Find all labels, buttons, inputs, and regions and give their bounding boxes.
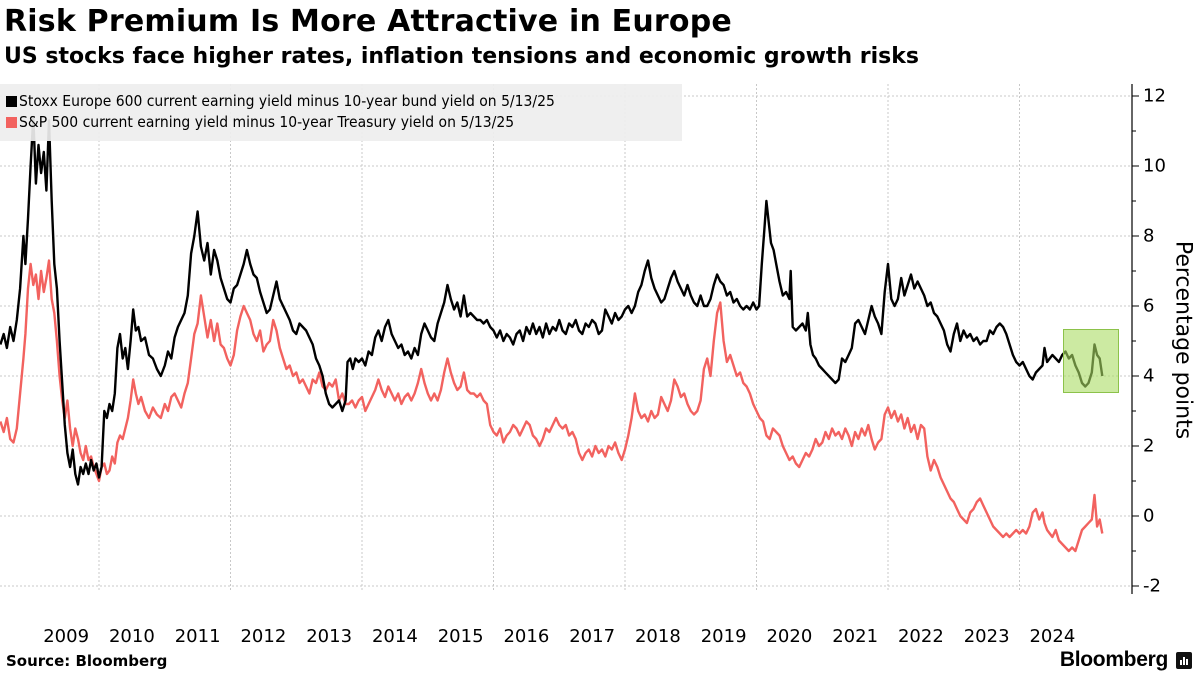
x-tick-label: 2011 — [174, 626, 221, 647]
source-note: Source: Bloomberg — [6, 652, 168, 670]
x-tick-label: 2015 — [437, 626, 484, 647]
legend-label-stoxx: Stoxx Europe 600 current earning yield m… — [19, 92, 555, 110]
y-tick-label: 10 — [1143, 155, 1166, 177]
x-tick-label: 2022 — [897, 626, 944, 647]
series-line-stoxx — [0, 115, 1104, 486]
y-tick-label: 2 — [1143, 435, 1155, 457]
x-tick-label: 2012 — [240, 626, 287, 647]
x-tick-label: 2020 — [766, 626, 813, 647]
legend-swatch-sp500 — [6, 116, 17, 128]
chart-title: Risk Premium Is More Attractive in Europ… — [4, 4, 732, 39]
y-axis — [1131, 84, 1139, 594]
x-tick-label: 2021 — [832, 626, 879, 647]
y-axis-label: Percentage points — [1170, 240, 1196, 440]
series-layer — [0, 115, 1104, 553]
y-tick-label: -2 — [1143, 575, 1161, 597]
legend-item-sp500: S&P 500 current earning yield minus 10-y… — [6, 113, 514, 131]
highlight-box — [1063, 329, 1119, 393]
bloomberg-logo: Bloomberg — [1059, 648, 1168, 671]
x-tick-label: 2009 — [43, 626, 90, 647]
x-tick-label: 2010 — [108, 626, 155, 647]
x-tick-label: 2014 — [371, 626, 418, 647]
y-tick-label: 6 — [1143, 295, 1155, 317]
y-tick-label: 4 — [1143, 365, 1155, 387]
x-tick-label: 2019 — [700, 626, 747, 647]
x-tick-label: 2016 — [503, 626, 550, 647]
bloomberg-chart-icon — [1176, 652, 1192, 669]
y-tick-label: 8 — [1143, 225, 1155, 247]
x-tick-label: 2023 — [963, 626, 1010, 647]
x-tick-label: 2013 — [306, 626, 353, 647]
legend-item-stoxx: Stoxx Europe 600 current earning yield m… — [6, 92, 555, 110]
legend: Stoxx Europe 600 current earning yield m… — [0, 84, 682, 141]
legend-label-sp500: S&P 500 current earning yield minus 10-y… — [19, 113, 515, 131]
y-tick-label: 0 — [1143, 505, 1155, 527]
x-tick-label: 2017 — [569, 626, 616, 647]
y-tick-label: 12 — [1143, 85, 1166, 107]
x-tick-label: 2018 — [634, 626, 681, 647]
chart-subtitle: US stocks face higher rates, inflation t… — [4, 44, 919, 69]
x-tick-label: 2024 — [1029, 626, 1076, 647]
series-line-sp500 — [0, 259, 1104, 553]
legend-swatch-stoxx — [6, 95, 17, 107]
